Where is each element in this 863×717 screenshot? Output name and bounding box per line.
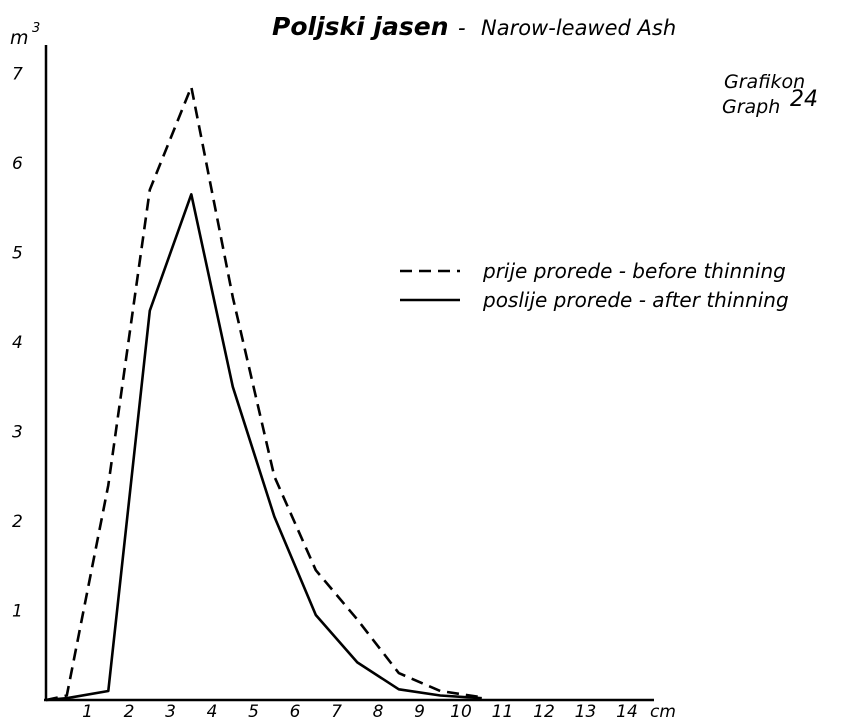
series-line-after-thinning (45, 193, 482, 702)
x-tick-label: 9 (414, 702, 425, 717)
y-tick-label: 5 (12, 244, 23, 264)
x-tick-label: 5 (248, 702, 259, 717)
graph-label-line1: Grafikon (724, 71, 805, 93)
x-tick-label: 6 (290, 702, 301, 717)
x-tick-label: 4 (207, 702, 218, 717)
legend-label-after: poslije prorede - after thinning (482, 288, 789, 312)
x-tick-labels: 1 2 3 4 5 6 7 8 9 10 11 12 13 14 (82, 702, 638, 717)
y-tick-labels: 1 2 3 4 5 6 7 (12, 65, 23, 622)
graph-number: 24 (790, 87, 818, 112)
chart-title: Poljski jasen (272, 12, 449, 41)
series-line-before-thinning (45, 85, 482, 702)
x-tick-label: 11 (492, 702, 514, 717)
graph-label-line2: Graph (722, 96, 780, 118)
series-lines (45, 85, 482, 702)
y-tick-label: 6 (12, 154, 23, 174)
legend-label-before: prije prorede - before thinning (482, 259, 786, 283)
y-axis-label-superscript: 3 (32, 21, 40, 36)
x-tick-label: 12 (533, 702, 555, 717)
x-tick-label: 1 (82, 702, 93, 717)
x-tick-label: 14 (616, 702, 638, 717)
y-tick-label: 7 (12, 65, 23, 85)
y-tick-label: 3 (12, 423, 23, 443)
y-tick-label: 4 (12, 333, 23, 353)
title-separator: - (458, 16, 466, 40)
x-tick-label: 10 (450, 702, 472, 717)
x-tick-label: 3 (165, 702, 176, 717)
y-tick-label: 2 (12, 512, 23, 532)
x-axis-unit: cm (650, 702, 676, 717)
x-tick-label: 13 (575, 702, 597, 717)
x-tick-label: 7 (331, 702, 342, 717)
y-tick-label: 1 (12, 602, 23, 622)
x-tick-label: 2 (124, 702, 135, 717)
chart-subtitle: Narow-leawed Ash (481, 16, 676, 40)
legend: prije prorede - before thinning poslije … (400, 259, 789, 312)
x-tick-label: 8 (373, 702, 384, 717)
y-axis-label: m (10, 27, 29, 49)
